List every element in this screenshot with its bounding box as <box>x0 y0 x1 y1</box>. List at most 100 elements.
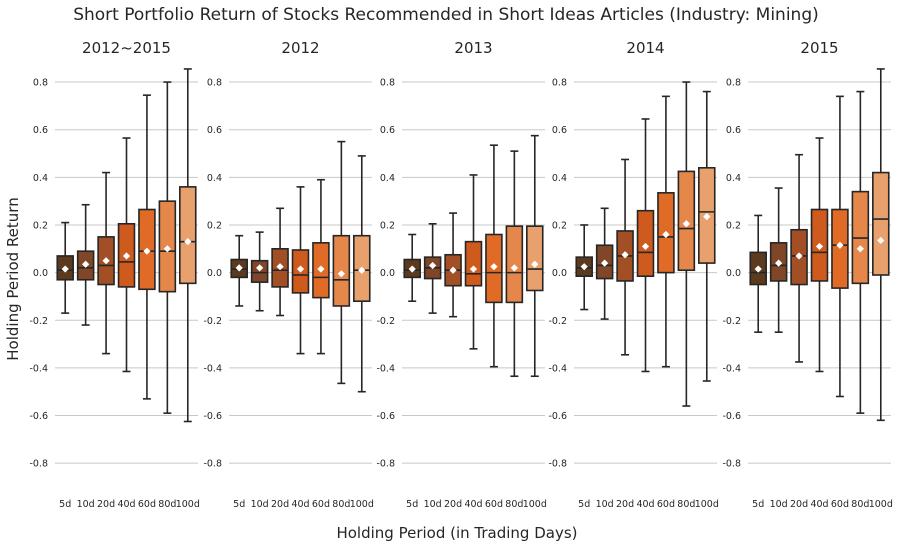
x-tick-label: 20d <box>616 499 634 510</box>
y-axis-label: Holding Period Return <box>4 197 22 360</box>
box-40d <box>464 174 483 350</box>
figure-title: Short Portfolio Return of Stocks Recomme… <box>73 5 819 25</box>
y-tick-label: -0.8 <box>722 459 741 470</box>
x-tick-label: 10d <box>251 499 269 510</box>
mean-marker <box>256 264 264 272</box>
x-tick-label: 10d <box>596 499 614 510</box>
mean-marker <box>82 260 90 268</box>
y-tick-label: -0.6 <box>548 411 567 422</box>
x-tick-label: 40d <box>291 499 309 510</box>
y-tick-label: -0.2 <box>29 316 48 327</box>
mean-marker <box>641 242 650 251</box>
mean-marker <box>184 238 192 246</box>
y-tick-label: 0.4 <box>552 173 567 184</box>
panel-title: 2015 <box>800 39 838 57</box>
box-10d <box>595 207 614 320</box>
mean-marker <box>122 252 131 260</box>
box-40d <box>291 186 310 355</box>
y-tick-label: 0.4 <box>380 173 395 184</box>
y-tick-label: 0.6 <box>552 125 567 136</box>
mean-marker <box>235 264 243 272</box>
mean-marker <box>296 265 305 273</box>
box-body <box>872 171 890 276</box>
y-tick-label: -0.6 <box>203 411 222 422</box>
y-tick-label: 0.6 <box>33 125 48 136</box>
box-40d <box>810 137 829 373</box>
y-tick-label: -0.8 <box>376 459 395 470</box>
box-body <box>526 225 544 292</box>
y-tick-label: -0.8 <box>548 459 567 470</box>
x-axis-label: Holding Period (in Trading Days) <box>336 524 577 542</box>
x-tick-label: 5d <box>59 499 71 510</box>
y-tick-label: -0.4 <box>722 363 741 374</box>
mean-marker <box>754 265 762 273</box>
x-tick-label: 5d <box>406 499 418 510</box>
y-tick-label: 0.8 <box>207 78 222 89</box>
x-tick-label: 80d <box>158 499 176 510</box>
y-tick-label: 0.0 <box>380 268 395 279</box>
box-100d <box>353 155 371 393</box>
box-20d <box>444 212 462 318</box>
y-tick-label: -0.2 <box>203 316 222 327</box>
box-10d <box>76 203 95 326</box>
mean-marker <box>580 263 588 271</box>
panel-4: 2014 -0.8 -0.6 -0.4 -0.2 0.0 0.2 0.4 0.6 0.8 5d 10d… <box>548 39 718 510</box>
mean-marker <box>531 260 539 268</box>
mean-marker <box>662 230 670 239</box>
x-tick-label: 80d <box>851 499 869 510</box>
mean-marker <box>836 241 844 249</box>
y-tick-label: -0.4 <box>548 363 567 374</box>
box-100d <box>526 134 544 378</box>
box-body <box>179 186 197 285</box>
box-80d <box>332 140 351 385</box>
mean-marker <box>601 259 609 267</box>
y-tick-label: 0.2 <box>552 220 567 231</box>
panels: 2012~2015 -0.8 -0.6 -0.4 -0.2 0.0 0.2 0.4 0.6 0.8… <box>29 39 892 510</box>
mean-marker <box>408 265 416 273</box>
box-80d <box>505 150 524 378</box>
box-80d <box>677 81 696 407</box>
box-80d <box>158 81 177 414</box>
panel-title: 2013 <box>454 39 492 57</box>
mean-marker <box>795 252 803 260</box>
box-10d <box>423 222 442 314</box>
mean-marker <box>682 220 690 228</box>
box-20d <box>271 207 289 317</box>
mean-marker <box>61 265 69 273</box>
mean-marker <box>337 270 345 278</box>
box-60d <box>138 94 156 400</box>
mean-marker <box>276 263 284 271</box>
x-tick-label: 100d <box>350 499 374 510</box>
mean-marker <box>429 261 437 270</box>
box-60d <box>485 144 503 368</box>
panel-1: 2012~2015 -0.8 -0.6 -0.4 -0.2 0.0 0.2 0.4 0.6 0.8… <box>29 39 199 510</box>
y-tick-label: 0.2 <box>380 220 395 231</box>
y-tick-label: 0.0 <box>33 268 48 279</box>
x-tick-label: 10d <box>77 499 95 510</box>
box-5d <box>56 221 74 314</box>
box-100d <box>872 68 890 422</box>
mean-marker <box>621 251 629 259</box>
box-5d <box>575 224 593 311</box>
mean-marker <box>449 266 457 274</box>
panel-5: 2015 -0.8 -0.6 -0.4 -0.2 0.0 0.2 0.4 0.6 0.8 5d 10d… <box>722 39 892 510</box>
y-tick-label: 0.0 <box>552 268 567 279</box>
y-tick-label: 0.6 <box>207 125 222 136</box>
x-tick-label: 40d <box>464 499 482 510</box>
y-tick-label: 0.0 <box>726 268 741 279</box>
box-100d <box>179 68 197 423</box>
x-tick-label: 10d <box>424 499 442 510</box>
box-10d <box>769 187 788 333</box>
x-tick-label: 80d <box>677 499 695 510</box>
mean-marker <box>102 257 110 265</box>
x-tick-label: 60d <box>485 499 503 510</box>
y-tick-label: -0.4 <box>29 363 48 374</box>
y-tick-label: -0.6 <box>376 411 395 422</box>
mean-marker <box>815 242 824 251</box>
mean-marker <box>469 265 478 273</box>
x-tick-label: 100d <box>869 499 893 510</box>
y-tick-label: 0.8 <box>726 78 741 89</box>
mean-marker <box>143 247 151 255</box>
box-10d <box>250 231 269 312</box>
